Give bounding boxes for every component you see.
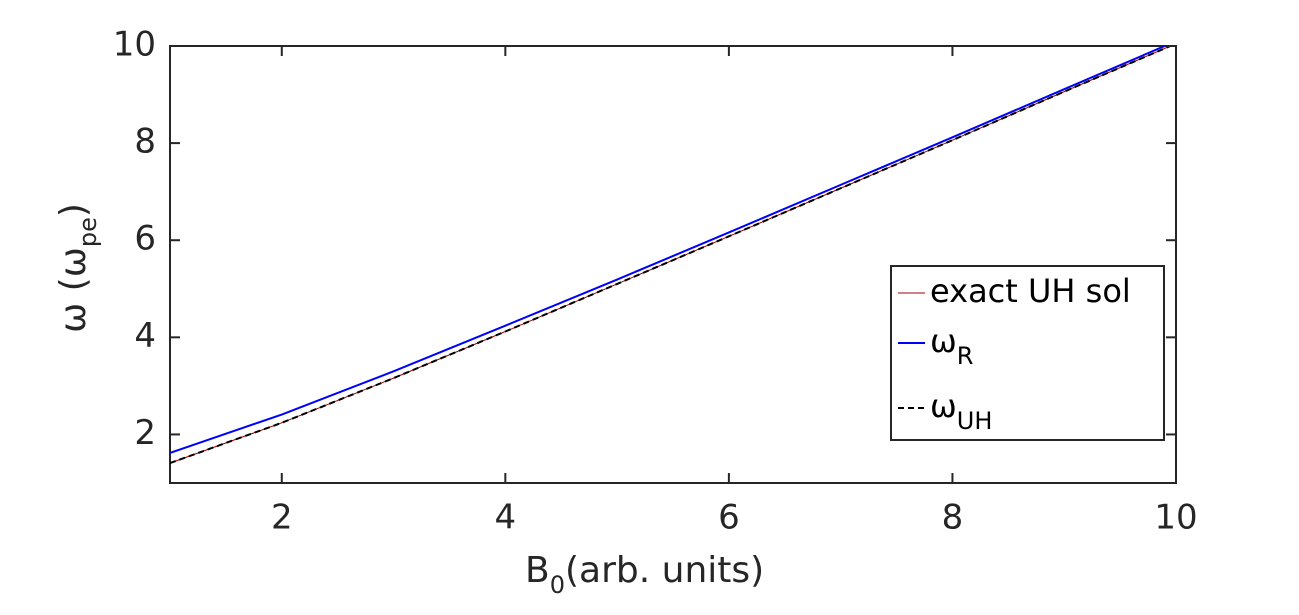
legend-sub: R <box>957 342 974 370</box>
series-line <box>170 46 1168 454</box>
legend-box <box>890 265 1165 441</box>
x-tick-label: 10 <box>1154 498 1197 538</box>
legend-label: exact UH sol <box>930 272 1131 310</box>
x-tick-label: 8 <box>942 498 964 538</box>
series-line <box>170 46 1173 465</box>
y-tick-label: 2 <box>134 413 156 453</box>
legend-name: ω <box>930 322 957 360</box>
y-tick-label: 4 <box>134 316 156 356</box>
y-tick-label: 8 <box>134 122 156 162</box>
y-axis-label: ω (ωpe) <box>53 203 102 333</box>
legend-label: ωR <box>930 322 973 370</box>
x-tick-label: 4 <box>495 498 517 538</box>
x-tick-label: 2 <box>271 498 293 538</box>
x-tick-label: 6 <box>718 498 740 538</box>
y-tick-label: 6 <box>134 219 156 259</box>
legend-sub: UH <box>957 407 993 435</box>
legend-name: ω <box>930 387 957 425</box>
legend-label: ωUH <box>930 387 992 435</box>
legend-name: exact UH sol <box>930 272 1131 310</box>
x-axis-label: B0(arb. units) <box>525 550 764 599</box>
plot-lines <box>170 46 1173 465</box>
y-tick-label: 10 <box>113 25 156 65</box>
